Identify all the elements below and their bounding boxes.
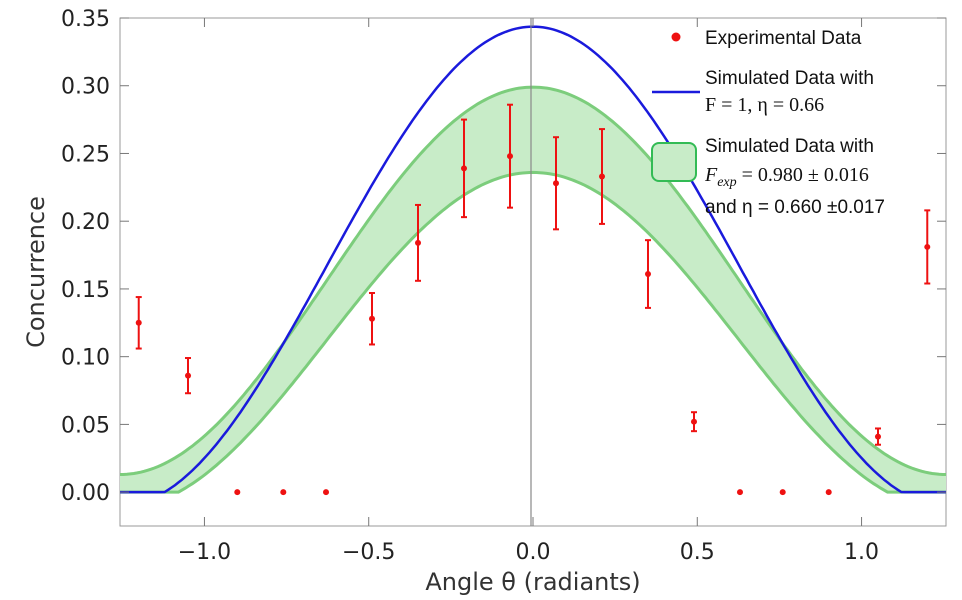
legend-label-simulated-line-1: Simulated Data with (705, 68, 874, 89)
legend-marker-experimental (671, 32, 681, 42)
legend-label-band-f: F (704, 164, 718, 186)
confidence-band-layer (120, 85, 946, 494)
ticks-layer: 0.00 0.05 0.10 0.15 0.20 0.25 0.30 0.35 −1.0 −0.5… (61, 7, 946, 565)
x-tick-label: −1.0 (178, 540, 231, 565)
data-point (644, 271, 651, 278)
y-tick-label: 0.20 (61, 210, 110, 235)
legend-label-band-1: Simulated Data with (705, 136, 874, 157)
data-point (779, 489, 786, 496)
band-upper-edge (120, 85, 946, 476)
data-point (135, 319, 142, 326)
y-tick-label: 0.35 (61, 7, 110, 32)
data-point (280, 489, 287, 496)
data-point (323, 489, 330, 496)
x-tick-label: 0.5 (680, 540, 715, 565)
y-tick-label: 0.05 (61, 413, 110, 438)
data-point (924, 243, 931, 250)
legend-label-experimental: Experimental Data (705, 28, 862, 49)
data-point (690, 418, 697, 425)
y-tick-label: 0.30 (61, 75, 110, 100)
legend-label-simulated-line-2: F = 1, η = 0.66 (705, 94, 824, 116)
data-point (736, 489, 743, 496)
x-axis-title: Angle θ (radiants) (425, 568, 640, 596)
y-axis-title: Concurrence (22, 196, 50, 348)
data-point (507, 153, 514, 160)
data-point (598, 173, 605, 180)
data-point (874, 433, 881, 440)
legend-label-band-value: = 0.980 ± 0.016 (737, 164, 869, 186)
band-lower-edge (120, 170, 946, 494)
y-tick-label: 0.15 (61, 278, 110, 303)
y-tick-label: 0.10 (61, 346, 110, 371)
band-fill (120, 87, 946, 493)
y-tick-label: 0.00 (61, 481, 110, 506)
data-point (825, 489, 832, 496)
legend: Experimental Data Simulated Data with F … (651, 28, 885, 218)
legend-label-band-sub: exp (717, 175, 736, 190)
legend-marker-band (651, 142, 697, 182)
legend-label-band-3: and η = 0.660 ±0.017 (705, 197, 885, 218)
data-point (461, 165, 468, 172)
data-point (369, 315, 376, 322)
y-tick-label: 0.25 (61, 142, 110, 167)
legend-label-band-2: Fexp = 0.980 ± 0.016 (704, 164, 869, 190)
points-layer (135, 103, 931, 496)
x-tick-label: −0.5 (342, 540, 395, 565)
data-point (552, 180, 559, 187)
data-point (185, 372, 192, 379)
x-tick-label: 0.0 (516, 540, 551, 565)
data-point (234, 489, 241, 496)
data-point (415, 239, 422, 246)
x-tick-label: 1.0 (844, 540, 879, 565)
